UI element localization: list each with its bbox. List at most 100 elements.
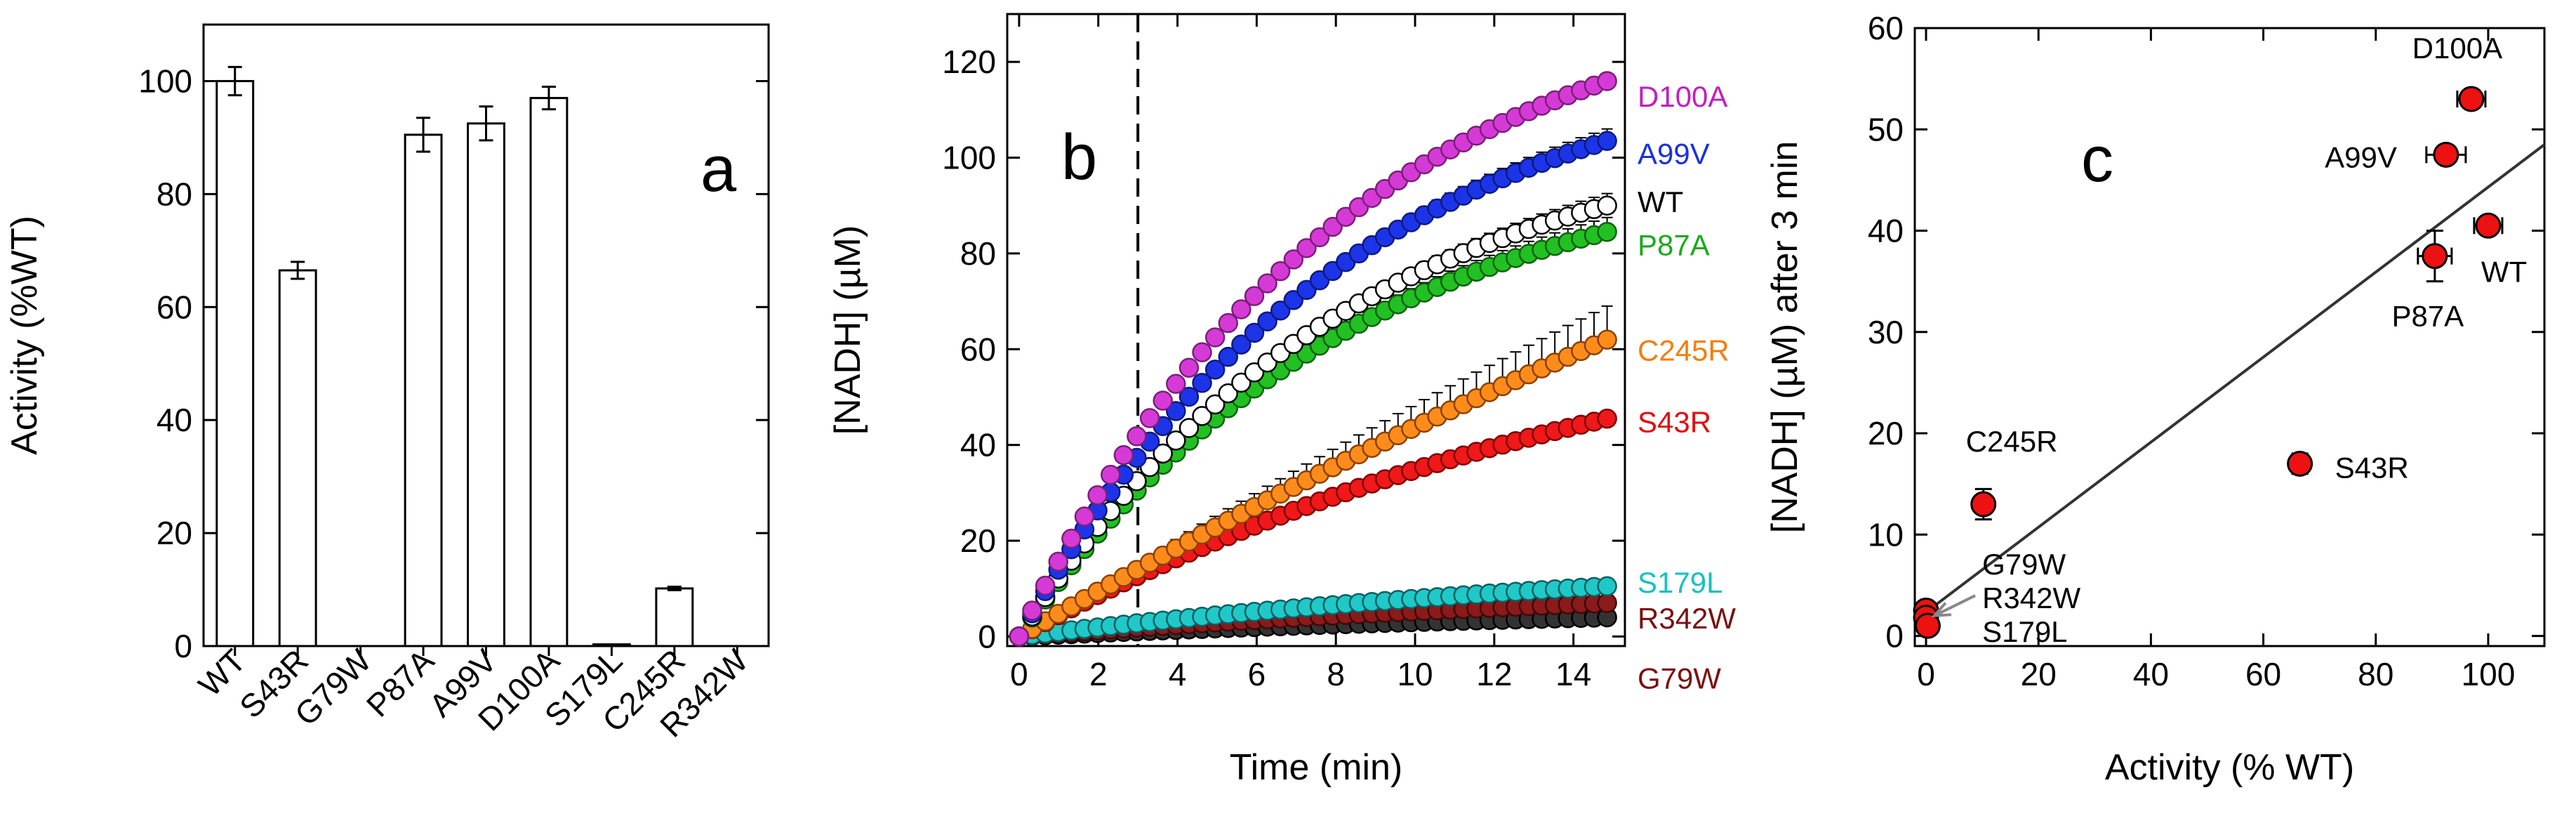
panel-b-point-d100a [1283,249,1304,270]
panel-b-point-d100a [1022,600,1042,621]
panel-a-bar-d100a [529,97,569,647]
panel-b-series-label: C245R [1638,334,1729,367]
panel-c-xlabel: Activity (% WT) [2105,747,2354,788]
panel-c-point-p87a [2422,243,2448,270]
panel-b-point-wt [1166,430,1186,451]
panel-c-point-s43r [2287,450,2313,477]
panel-b-point-p87a [1597,221,1617,242]
panel-c-annotation-arrow [1934,594,1976,617]
panel-b-series-label: P87A [1638,228,1710,261]
panel-c-point-d100a [2458,86,2485,112]
panel-b-point-a99v [1283,290,1304,310]
panel-a-ytick-label: 100 [138,62,192,99]
panel-b-series-label: A99V [1638,138,1710,171]
panel-b-series-label: G79W [1638,662,1721,695]
panel-c-xtick-label: 0 [1917,656,1935,692]
panel-b-point-d100a [1087,485,1108,506]
panel-b-series-label: WT [1638,185,1683,218]
panel-b-series-a99v [1009,128,1617,647]
panel-c-point-group-s43r [2287,450,2313,477]
panel-a-bar-s43r [278,269,317,647]
panel-b-point-d100a [1100,464,1121,485]
panel-c-ytick-label: 30 [1868,314,1904,350]
panel-c-correlation: [NADH] (µM) after 3 min Activity (% WT) … [1765,10,2546,788]
panel-b-letter: b [1061,121,1097,193]
panel-b-xtick-label: 0 [1010,656,1028,692]
panel-b-point-d100a [1035,575,1056,596]
panel-b-xtick-label: 12 [1476,656,1512,692]
panel-b-ytick-label: 100 [942,140,996,176]
panel-a-letter: a [701,133,737,205]
panel-b-ytick-label: 60 [960,331,996,367]
panel-b-point-a99v [1204,360,1226,380]
panel-c-point-label: A99V [2325,140,2397,173]
panel-c-frame [1913,27,2546,647]
panel-b-point-a99v [1166,401,1186,421]
panel-b-xtick-label: 6 [1248,656,1266,692]
panel-b-point-d100a [1270,261,1291,282]
panel-b-point-a99v [1270,300,1291,321]
panel-b-ytick-label: 120 [942,44,996,80]
panel-b-point-a99v [1597,131,1617,151]
panel-b-point-a99v [1257,311,1277,331]
panel-b-point-s179l [1597,576,1617,597]
panel-c-ylabel: [NADH] (µM) after 3 min [1765,141,1805,534]
panel-c-fit-line [1913,143,2546,622]
panel-c-xtick-label: 20 [2021,656,2057,692]
panel-b-point-a99v [1231,334,1252,355]
panel-b-ylabel: [NADH] (µM) [828,225,868,435]
panel-a-ytick-label: 40 [157,402,192,438]
panel-b-series-c245r [1009,305,1617,647]
panel-b-point-s43r [1597,408,1617,429]
panel-b-frame [1006,13,1626,647]
panel-a-ytick-label: 0 [174,628,192,664]
panel-c-annotation-label: R342W [1982,581,2080,614]
panel-c-ytick-label: 0 [1885,618,1904,654]
panel-c-xtick-label: 60 [2245,656,2281,692]
panel-c-point-group-p87a [2417,230,2453,283]
panel-b-ytick-label: 20 [960,522,996,559]
panel-c-xtick-label: 80 [2358,656,2394,692]
panel-b-point-d100a [1009,626,1030,647]
panel-c-annotation-arrowhead [1931,602,1952,617]
panel-b-point-wt [1244,362,1265,383]
panel-b-xtick-label: 14 [1555,656,1591,692]
panel-c-annotation-label: G79W [1982,548,2066,581]
panel-b-series-d100a [1009,71,1617,647]
panel-c-point-group-s179l [1914,612,1941,639]
panel-a-ylabel: Activity (%WT) [4,216,45,455]
panel-b-time-course: [NADH] (µM) Time (min) b 0 20 40 60 80 100 120… [828,13,1736,788]
panel-a-ytick-label: 20 [157,515,192,551]
panel-c-annotation-label: S179L [1982,615,2067,648]
panel-b-point-d100a [1127,426,1147,447]
panel-b-xtick-label: 10 [1397,656,1433,692]
panel-b-ytick-label: 80 [960,235,996,272]
panel-c-point-label: C245R [1966,425,2058,458]
panel-c-point-group-c245r [1970,487,1997,521]
panel-b-point-d100a [1597,71,1617,91]
panel-b-series-label: D100A [1638,80,1727,113]
panel-b-ytick-label: 40 [960,427,996,463]
panel-b-series-label: S179L [1638,566,1722,599]
panel-b-point-a99v [1218,346,1239,367]
panel-c-ytick-label: 40 [1868,213,1904,249]
panel-b-xlabel: Time (min) [1230,747,1403,788]
panel-c-point-label: WT [2481,255,2527,288]
panel-b-point-d100a [1204,327,1226,348]
panel-b-point-a99v [1192,373,1212,393]
panel-a-category-label: P87A [359,642,441,724]
panel-b-xtick-label: 8 [1327,656,1345,692]
panel-b-point-d100a [1153,390,1173,411]
panel-b-point-wt [1231,372,1252,393]
panel-a-bar-wt [215,79,255,647]
panel-b-point-d100a [1113,445,1134,466]
panel-b-point-d100a [1231,299,1252,320]
panel-c-point-label: D100A [2412,32,2502,65]
panel-b-point-d100a [1244,286,1265,306]
panel-b-point-d100a [1048,551,1069,572]
panel-c-point-group-wt [2473,212,2504,239]
panel-c-point-label: P87A [2391,300,2464,333]
panel-b-xtick-label: 4 [1169,656,1187,692]
panel-c-point-group-a99v [2425,141,2467,168]
panel-b-point-d100a [1179,357,1200,378]
